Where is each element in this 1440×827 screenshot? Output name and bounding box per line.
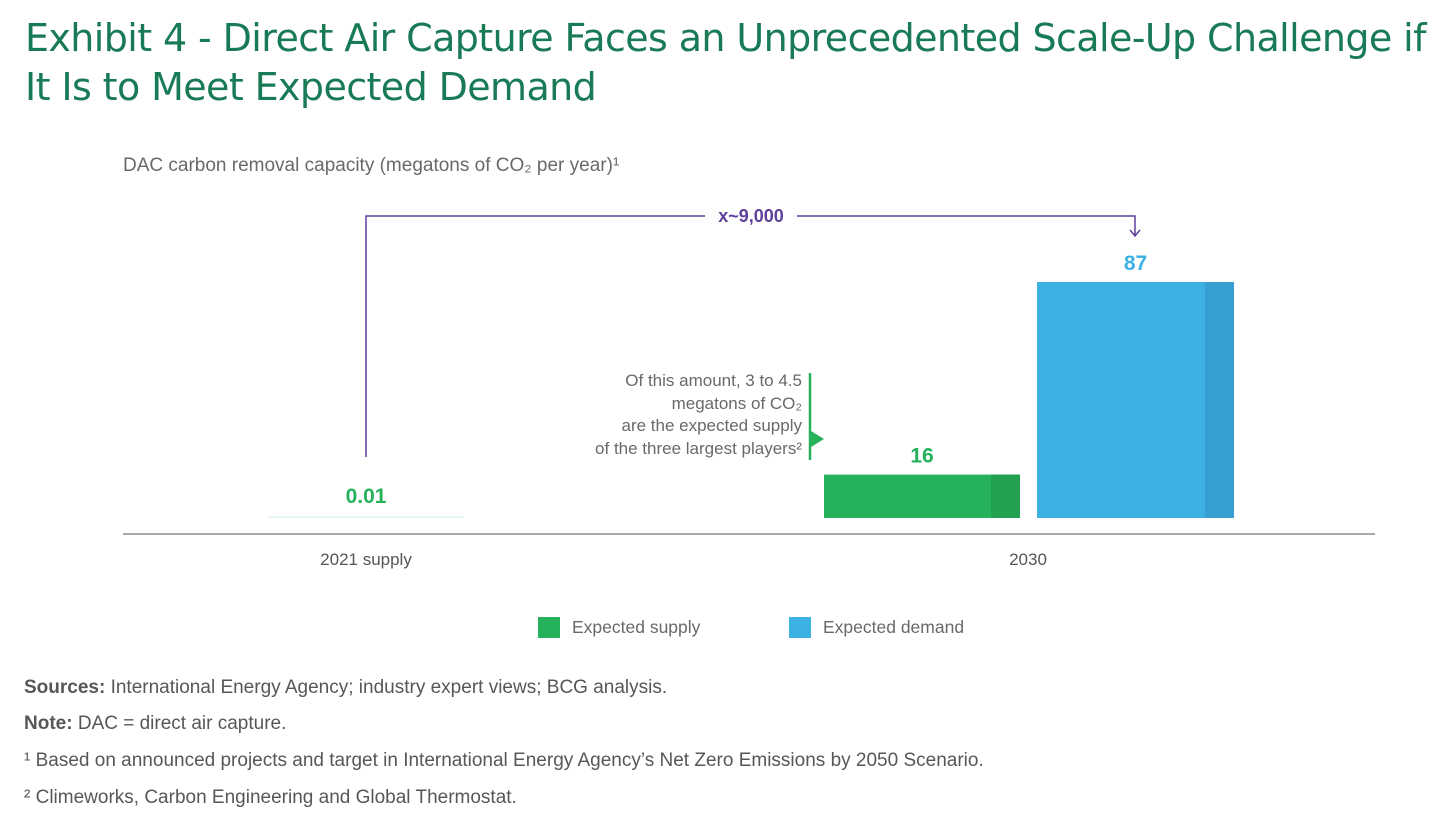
legend-label-demand: Expected demand xyxy=(823,617,965,637)
note-annotation-text: Of this amount, 3 to 4.5 megatons of CO₂… xyxy=(595,371,802,458)
note-label: Note: xyxy=(24,713,73,734)
x-tick-labels: 2021 supply 2030 xyxy=(320,550,1047,569)
note-marker xyxy=(808,373,824,460)
bracket-arrowhead-icon xyxy=(1129,229,1141,238)
bar-expected-supply-1 xyxy=(824,474,1020,518)
value-label-expected-supply-1: 16 xyxy=(910,445,933,468)
x-tick-label-1: 2030 xyxy=(1009,550,1047,569)
legend-swatch-supply xyxy=(538,617,560,638)
legend-label-supply: Expected supply xyxy=(572,617,701,637)
bar-shade-expected-demand-1 xyxy=(1205,282,1234,518)
value-label-expected-demand-1: 87 xyxy=(1124,252,1147,275)
exhibit-title: Exhibit 4 - Direct Air Capture Faces an … xyxy=(25,16,1426,109)
legend-swatch-demand xyxy=(789,617,811,638)
bracket-line-left xyxy=(365,215,705,457)
note-flag-icon xyxy=(811,431,824,447)
legend-item-demand: Expected demand xyxy=(789,617,964,638)
bar-shade-expected-supply-1 xyxy=(991,474,1020,518)
value-labels-group: 0.01 16 87 xyxy=(346,252,1148,508)
value-label-expected-supply-0: 0.01 xyxy=(346,485,387,508)
chart-subtitle: DAC carbon removal capacity (megatons of… xyxy=(123,155,620,176)
note-text: DAC = direct air capture. xyxy=(72,713,287,734)
bar-expected-supply-0 xyxy=(268,516,464,518)
footnote-1: ¹ Based on announced projects and target… xyxy=(24,750,984,771)
multiplier-label: x~9,000 xyxy=(718,206,784,226)
legend-item-supply: Expected supply xyxy=(538,617,700,638)
growth-bracket: x~9,000 xyxy=(365,206,1141,457)
sources-label: Sources: xyxy=(24,677,106,698)
bar-expected-demand-1 xyxy=(1037,282,1234,518)
bar-chart: x~9,000 0.01 16 87 2021 supply 2030 xyxy=(123,206,1375,569)
x-tick-label-0: 2021 supply xyxy=(320,550,412,569)
note-line: Note: DAC = direct air capture. xyxy=(24,713,286,735)
footnote-2: ² Climeworks, Carbon Engineering and Glo… xyxy=(24,787,517,808)
sources-text: International Energy Agency; industry ex… xyxy=(105,677,668,698)
sources-line: Sources: International Energy Agency; in… xyxy=(24,677,667,699)
bracket-line-right xyxy=(797,215,1136,236)
bars-group xyxy=(268,282,1234,518)
